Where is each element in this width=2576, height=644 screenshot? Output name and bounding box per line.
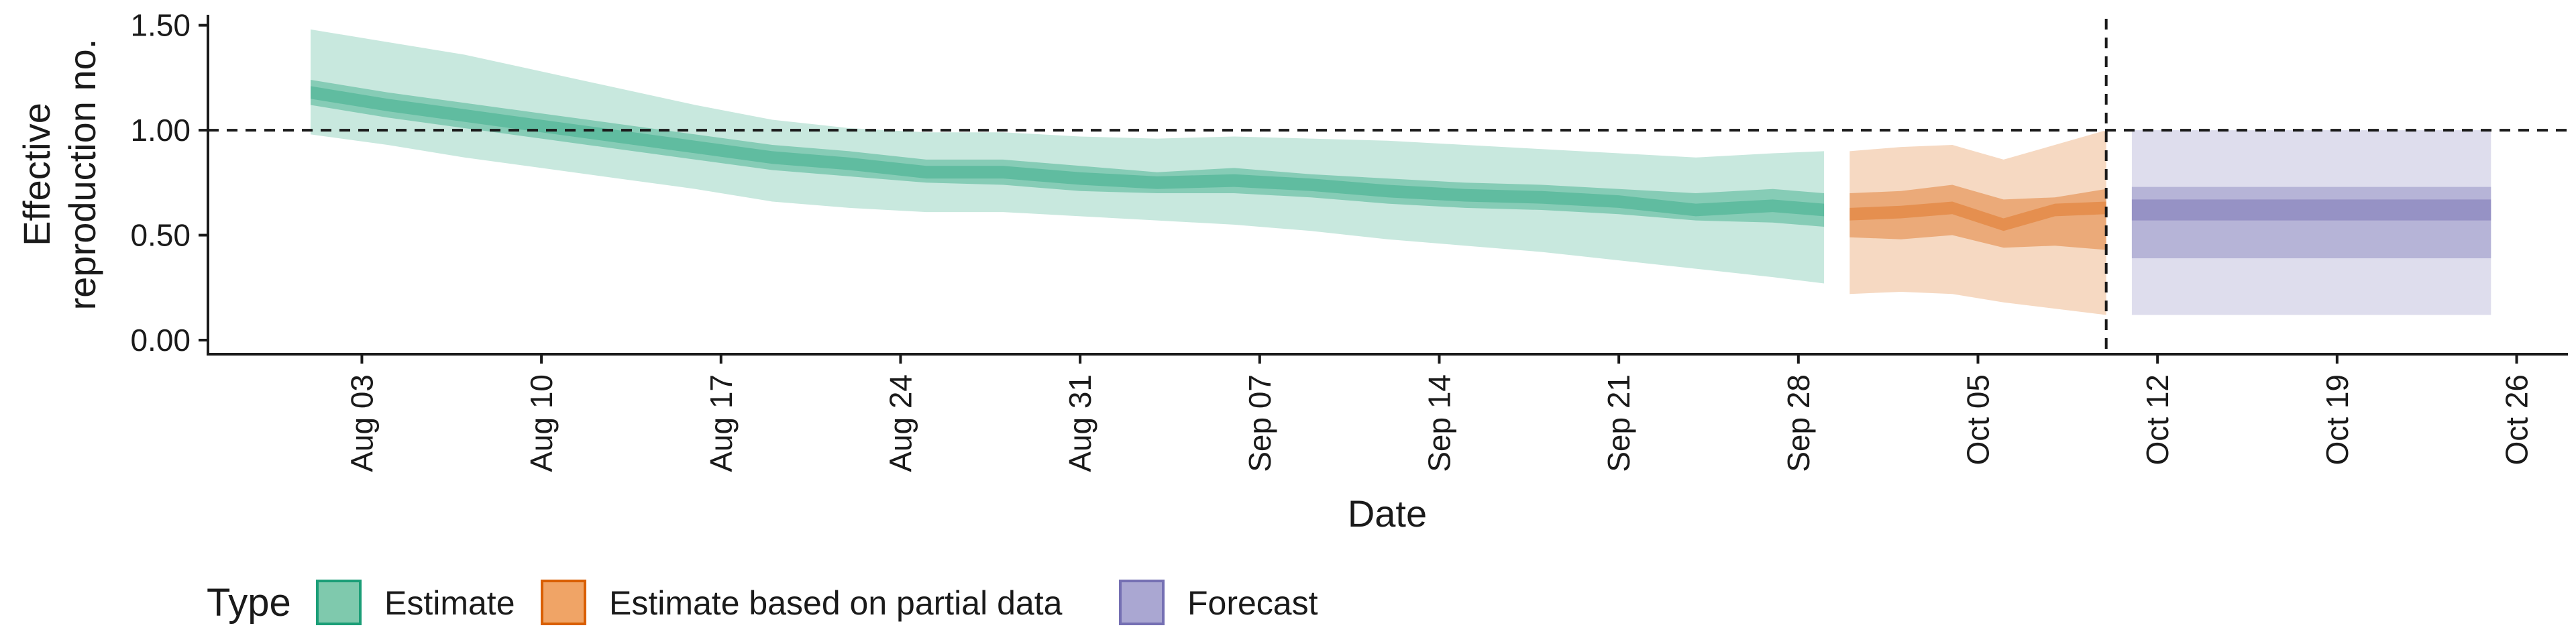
forecast-ci90-band <box>2131 130 2491 315</box>
y-axis-title-line-1: Effective <box>15 103 58 246</box>
legend-item-estimate-based-on-partial-data: Estimate based on partial data <box>541 580 1063 625</box>
x-tick-label: Oct 26 <box>2500 374 2534 466</box>
y-tick-label: 0.00 <box>130 323 191 358</box>
x-tick-label: Sep 28 <box>1781 374 1816 472</box>
legend-swatch <box>541 580 586 625</box>
legend-title: Type <box>207 581 291 625</box>
x-tick-label: Oct 19 <box>2320 374 2355 466</box>
tick-labels: 0.00 0.50 1.00 1.50 Aug 03 Aug 10 Aug 17 Aug 24… <box>130 8 2534 472</box>
y-tick-label: 0.50 <box>130 218 191 253</box>
x-tick-label: Sep 14 <box>1422 374 1457 472</box>
legend-label: Forecast <box>1187 584 1318 622</box>
x-tick-label: Aug 24 <box>883 374 918 472</box>
legend-item-estimate: Estimate <box>316 580 515 625</box>
x-tick-label: Oct 12 <box>2140 374 2175 466</box>
legend-label: Estimate <box>384 584 515 622</box>
x-tick-label: Aug 31 <box>1063 374 1097 472</box>
estimate-ci90-band <box>311 29 1825 284</box>
forecast-ci50-band <box>2131 186 2491 258</box>
estimate-based-on-partial-data-ci90-band <box>1849 130 2106 315</box>
x-axis-title: Date <box>1348 492 1427 535</box>
legend-items: Estimate Estimate based on partial data Fo… <box>316 580 1318 625</box>
legend-item-forecast: Forecast <box>1119 580 1318 625</box>
y-tick-label: 1.50 <box>130 8 191 43</box>
x-tick-label: Aug 03 <box>344 374 379 472</box>
y-tick-label: 1.00 <box>130 113 191 148</box>
ribbon-layer <box>311 29 2491 315</box>
x-tick-label: Sep 07 <box>1242 374 1277 472</box>
axes <box>199 15 2568 364</box>
legend-swatch <box>316 580 362 625</box>
y-axis-title-line-2: reproduction no. <box>61 39 103 311</box>
estimate-ci50-band <box>311 80 1825 227</box>
legend: Type Estimate Estimate based on partial d… <box>207 580 1318 625</box>
legend-swatch <box>1119 580 1165 625</box>
estimate-based-on-partial-data-ci50-band <box>1849 184 2106 250</box>
estimate-based-on-partial-data-median-band <box>1849 201 2106 231</box>
legend-label: Estimate based on partial data <box>609 584 1063 622</box>
x-tick-label: Sep 21 <box>1601 374 1636 472</box>
x-tick-label: Aug 17 <box>704 374 739 472</box>
y-axis-title: Effective reproduction no. <box>15 39 103 311</box>
x-tick-label: Aug 10 <box>524 374 559 472</box>
x-tick-label: Oct 05 <box>1961 374 1996 466</box>
forecast-ci20-band <box>2131 199 2491 221</box>
estimate-median-band <box>311 86 1825 217</box>
